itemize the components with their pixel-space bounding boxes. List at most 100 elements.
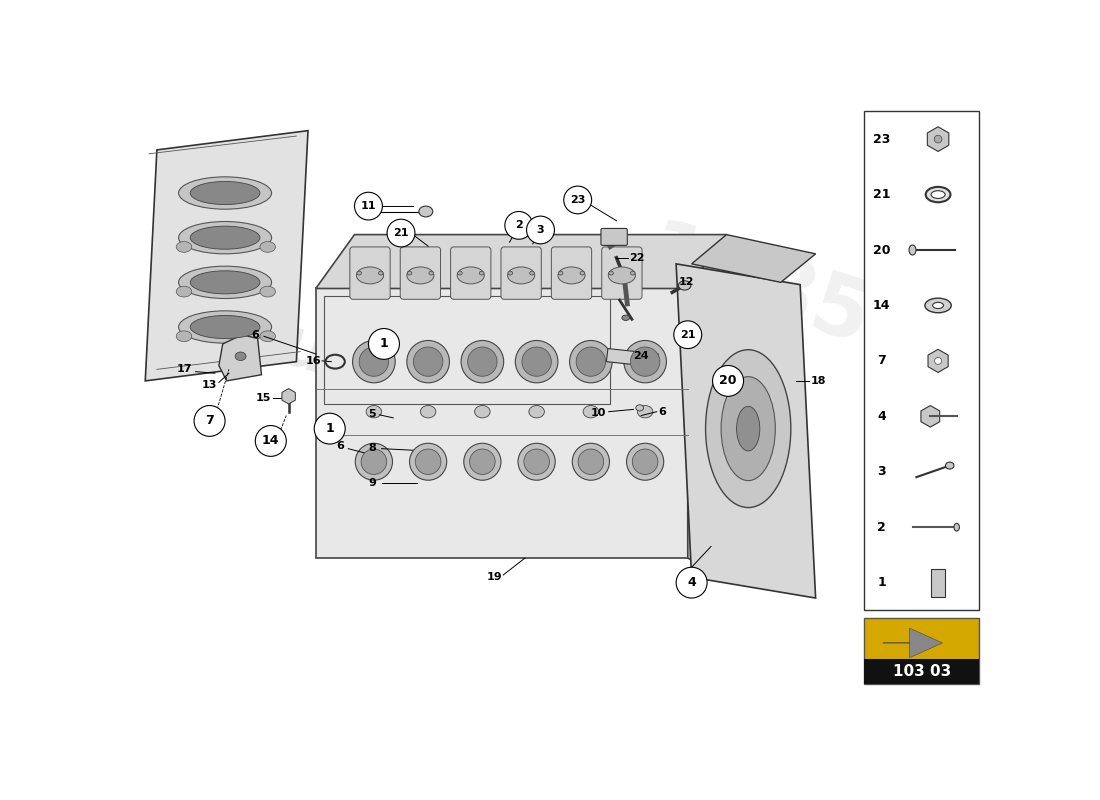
Text: 18: 18 xyxy=(811,376,826,386)
Ellipse shape xyxy=(737,406,760,451)
Text: a passion for cars since 1985: a passion for cars since 1985 xyxy=(324,428,602,534)
Text: 8: 8 xyxy=(368,443,376,453)
Circle shape xyxy=(563,186,592,214)
Ellipse shape xyxy=(572,443,609,480)
Polygon shape xyxy=(676,264,815,598)
Ellipse shape xyxy=(470,449,495,474)
Ellipse shape xyxy=(419,206,432,217)
Ellipse shape xyxy=(178,177,272,209)
Ellipse shape xyxy=(260,286,275,297)
Ellipse shape xyxy=(359,347,388,376)
Circle shape xyxy=(368,329,399,359)
Ellipse shape xyxy=(355,443,393,480)
Ellipse shape xyxy=(461,341,504,383)
FancyBboxPatch shape xyxy=(865,618,979,683)
Text: 22: 22 xyxy=(629,253,645,262)
Text: 12: 12 xyxy=(679,278,694,287)
Text: 16: 16 xyxy=(306,356,321,366)
Ellipse shape xyxy=(705,350,791,507)
Ellipse shape xyxy=(474,406,491,418)
Ellipse shape xyxy=(630,347,660,376)
Ellipse shape xyxy=(409,443,447,480)
Text: 4: 4 xyxy=(877,410,886,423)
FancyBboxPatch shape xyxy=(601,229,627,246)
Ellipse shape xyxy=(608,267,636,284)
Ellipse shape xyxy=(954,523,959,531)
FancyBboxPatch shape xyxy=(551,247,592,299)
Ellipse shape xyxy=(529,406,544,418)
Ellipse shape xyxy=(190,226,260,250)
Ellipse shape xyxy=(176,242,191,252)
Ellipse shape xyxy=(507,267,535,284)
Ellipse shape xyxy=(624,341,667,383)
Text: 15: 15 xyxy=(255,393,271,403)
Text: 6: 6 xyxy=(252,330,260,340)
Ellipse shape xyxy=(608,271,614,275)
Ellipse shape xyxy=(521,347,551,376)
Text: 103 03: 103 03 xyxy=(893,663,950,678)
FancyBboxPatch shape xyxy=(316,289,688,558)
Text: 11: 11 xyxy=(361,201,376,211)
Ellipse shape xyxy=(636,405,644,411)
Text: 13: 13 xyxy=(202,380,218,390)
Circle shape xyxy=(354,192,383,220)
Ellipse shape xyxy=(353,341,395,383)
Ellipse shape xyxy=(524,449,549,474)
Ellipse shape xyxy=(429,271,433,275)
Text: 2: 2 xyxy=(877,521,886,534)
Polygon shape xyxy=(219,334,262,381)
Ellipse shape xyxy=(178,266,272,298)
Text: 21: 21 xyxy=(680,330,695,340)
Polygon shape xyxy=(145,130,308,381)
FancyBboxPatch shape xyxy=(451,247,491,299)
Circle shape xyxy=(315,414,345,444)
Ellipse shape xyxy=(190,270,260,294)
Ellipse shape xyxy=(570,341,613,383)
Ellipse shape xyxy=(632,449,658,474)
Text: 1: 1 xyxy=(379,338,388,350)
Text: 3: 3 xyxy=(877,466,886,478)
Ellipse shape xyxy=(558,267,585,284)
FancyBboxPatch shape xyxy=(400,247,440,299)
Text: 14: 14 xyxy=(872,299,890,312)
Circle shape xyxy=(505,211,532,239)
Text: 9: 9 xyxy=(368,478,376,487)
Ellipse shape xyxy=(178,222,272,254)
Ellipse shape xyxy=(637,406,653,418)
Ellipse shape xyxy=(926,187,950,202)
Circle shape xyxy=(527,216,554,244)
Ellipse shape xyxy=(579,449,604,474)
Ellipse shape xyxy=(559,271,563,275)
Ellipse shape xyxy=(190,315,260,338)
Text: 7: 7 xyxy=(206,414,213,427)
Ellipse shape xyxy=(361,449,387,474)
Text: 1: 1 xyxy=(326,422,334,435)
Ellipse shape xyxy=(935,358,942,364)
Text: 6: 6 xyxy=(658,406,667,417)
Text: 24: 24 xyxy=(634,351,649,362)
Polygon shape xyxy=(883,628,943,658)
Text: 10: 10 xyxy=(591,408,606,418)
Ellipse shape xyxy=(679,281,691,290)
Ellipse shape xyxy=(576,347,606,376)
Text: 3: 3 xyxy=(537,225,544,235)
Ellipse shape xyxy=(630,271,635,275)
Polygon shape xyxy=(688,234,726,581)
Ellipse shape xyxy=(627,443,663,480)
Text: 1985: 1985 xyxy=(635,214,880,363)
Ellipse shape xyxy=(260,331,275,342)
Bar xyxy=(865,111,979,610)
Ellipse shape xyxy=(407,271,411,275)
Ellipse shape xyxy=(176,286,191,297)
Text: 6: 6 xyxy=(337,442,344,451)
Ellipse shape xyxy=(416,449,441,474)
Ellipse shape xyxy=(518,443,556,480)
Text: 21: 21 xyxy=(394,228,409,238)
Bar xyxy=(323,296,610,404)
Text: 2: 2 xyxy=(515,220,522,230)
Ellipse shape xyxy=(366,406,382,418)
FancyBboxPatch shape xyxy=(350,247,390,299)
Text: 23: 23 xyxy=(872,133,890,146)
Ellipse shape xyxy=(414,347,443,376)
Text: 20: 20 xyxy=(872,243,890,257)
